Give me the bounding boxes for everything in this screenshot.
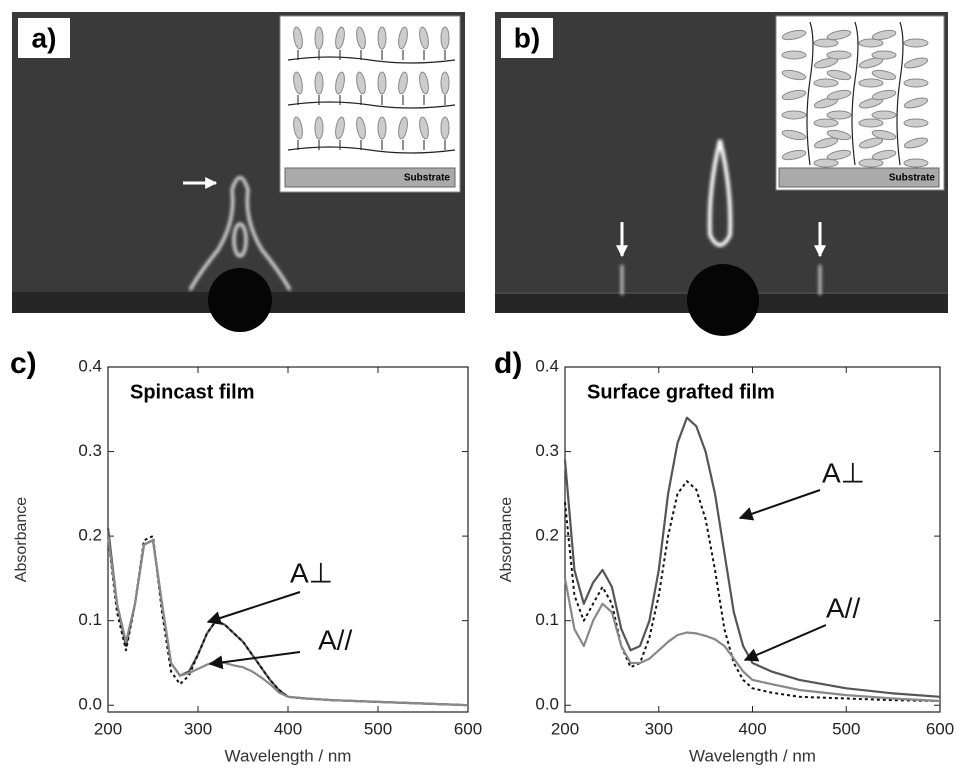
mesogen xyxy=(441,27,449,49)
mesogen xyxy=(441,72,449,94)
y-tick-label: 0.3 xyxy=(78,441,102,460)
x-tick-label: 300 xyxy=(184,719,212,738)
annotation: A⊥ xyxy=(822,457,865,488)
y-tick-label: 0.1 xyxy=(535,610,559,629)
page: a) Substrate b) Substrate 0.00.10.20.30.… xyxy=(0,0,960,769)
mesogen xyxy=(859,79,883,87)
mesogen xyxy=(814,159,838,167)
inset-label: Substrate xyxy=(889,173,936,184)
x-tick-label: 400 xyxy=(274,719,302,738)
series-line xyxy=(108,536,468,705)
panel-b: b) Substrate xyxy=(495,12,948,336)
mesogen xyxy=(782,51,806,59)
inset-label: Substrate xyxy=(404,173,451,184)
x-tick-label: 500 xyxy=(832,719,860,738)
y-tick-label: 0.0 xyxy=(535,695,559,714)
chart: 0.0 0.1 0.2 0.3 0.4 200 300 400 500 600 Wavelength… xyxy=(494,347,954,766)
mesogen xyxy=(872,111,896,119)
panel-a: a) Substrate xyxy=(12,12,465,332)
mesogen xyxy=(904,79,928,87)
annotation-arrow xyxy=(745,625,826,660)
mesogen xyxy=(378,27,386,49)
mesogen xyxy=(827,111,851,119)
chart-title: Surface grafted film xyxy=(587,381,775,403)
series-line xyxy=(565,418,940,697)
mesogen xyxy=(904,159,928,167)
plot-frame xyxy=(565,367,940,712)
y-tick-label: 0.2 xyxy=(78,526,102,545)
mesogen xyxy=(814,119,838,127)
panel-label: a) xyxy=(32,22,57,53)
y-tick-label: 0.0 xyxy=(78,695,102,714)
panel-label: d) xyxy=(494,347,522,380)
annotation-arrow xyxy=(210,652,300,664)
mesogen xyxy=(378,72,386,94)
x-tick-label: 600 xyxy=(926,719,954,738)
mesogen xyxy=(859,119,883,127)
annotation-arrow xyxy=(740,490,820,518)
mesogen xyxy=(315,117,323,139)
mesogen xyxy=(859,39,883,47)
chart: 0.0 0.1 0.2 0.3 0.4 200 300 400 500 600 Wavelength… xyxy=(10,347,482,766)
mesogen xyxy=(378,117,386,139)
x-tick-label: 200 xyxy=(551,719,579,738)
inset xyxy=(280,16,460,192)
mesogen xyxy=(827,51,851,59)
x-tick-label: 300 xyxy=(645,719,673,738)
annotation: A// xyxy=(318,624,352,655)
x-tick-label: 400 xyxy=(738,719,766,738)
chart-title: Spincast film xyxy=(130,381,254,403)
x-tick-label: 500 xyxy=(364,719,392,738)
mesogen xyxy=(814,79,838,87)
x-tick-label: 600 xyxy=(454,719,482,738)
plot-frame xyxy=(108,367,468,712)
mesogen xyxy=(904,39,928,47)
mesogen xyxy=(315,27,323,49)
y-tick-label: 0.4 xyxy=(535,356,559,375)
panel-label: b) xyxy=(514,22,540,53)
series-line xyxy=(108,536,468,705)
mesogen xyxy=(904,119,928,127)
annotation: A⊥ xyxy=(290,557,333,588)
y-tick-label: 0.1 xyxy=(78,610,102,629)
x-axis-label: Wavelength / nm xyxy=(689,746,816,765)
y-tick-label: 0.3 xyxy=(535,441,559,460)
mesogen xyxy=(315,72,323,94)
figure: a) Substrate b) Substrate 0.00.10.20.30.… xyxy=(0,0,960,769)
x-axis-label: Wavelength / nm xyxy=(225,746,352,765)
beamstop xyxy=(208,268,272,332)
series-line xyxy=(565,578,940,701)
mesogen xyxy=(814,39,838,47)
mesogen xyxy=(859,159,883,167)
y-tick-label: 0.4 xyxy=(78,356,102,375)
y-tick-label: 0.2 xyxy=(535,526,559,545)
annotation: A// xyxy=(826,592,860,623)
x-tick-label: 200 xyxy=(94,719,122,738)
y-axis-label: Absorbance xyxy=(498,497,515,582)
mesogen xyxy=(872,51,896,59)
annotation-arrow xyxy=(208,592,300,622)
beamstop xyxy=(687,264,759,336)
y-axis-label: Absorbance xyxy=(13,497,30,582)
mesogen xyxy=(441,117,449,139)
panel-label: c) xyxy=(10,347,37,380)
mesogen xyxy=(782,111,806,119)
